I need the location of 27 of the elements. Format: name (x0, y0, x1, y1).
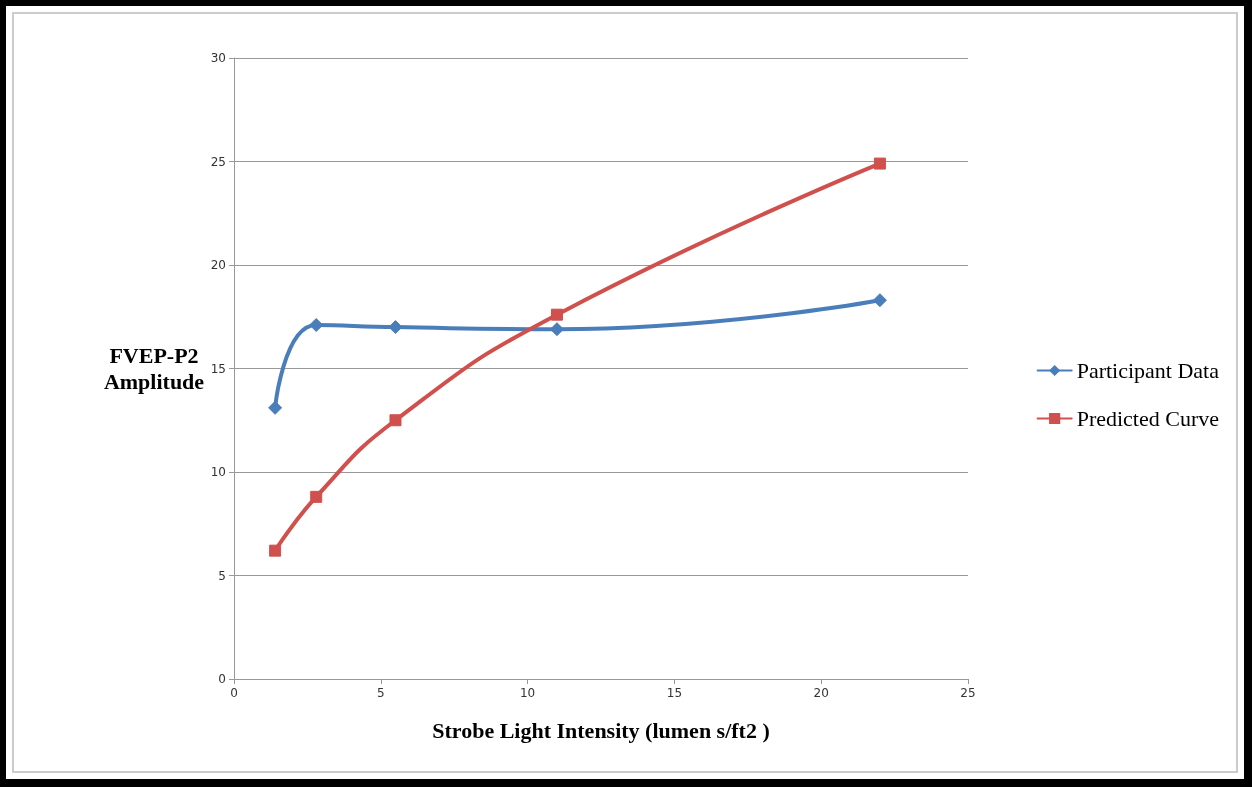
x-tick-label: 5 (376, 686, 385, 700)
y-tick-label: 15 (210, 361, 226, 376)
x-tick-label: 15 (666, 686, 683, 700)
y-tick-label: 0 (218, 672, 226, 686)
point (269, 544, 282, 557)
x-axis-title: Strobe Light Intensity (lumen s/ft2 ) (432, 717, 770, 743)
y-tick-label: 25 (210, 154, 226, 169)
point (309, 318, 324, 333)
x-tick-label: 25 (960, 686, 976, 700)
y-tick-label: 5 (218, 568, 226, 583)
point (310, 490, 323, 503)
y-axis-title: FVEP-P2 Amplitude (103, 343, 205, 394)
point (549, 322, 564, 337)
point (388, 320, 403, 335)
point (389, 414, 402, 427)
legend-label: Participant Data (1076, 358, 1220, 383)
y-tick-label: 20 (210, 258, 226, 272)
point (872, 293, 887, 308)
point (873, 157, 886, 170)
y-tick-label: 30 (210, 51, 226, 65)
point (550, 308, 563, 321)
point (268, 400, 283, 415)
x-tick-label: 20 (813, 686, 829, 700)
x-tick-label: 0 (230, 686, 238, 700)
y-tick-label: 10 (210, 465, 226, 479)
x-tick-label: 10 (519, 686, 536, 700)
legend-label: Predicted Curve (1076, 406, 1220, 431)
